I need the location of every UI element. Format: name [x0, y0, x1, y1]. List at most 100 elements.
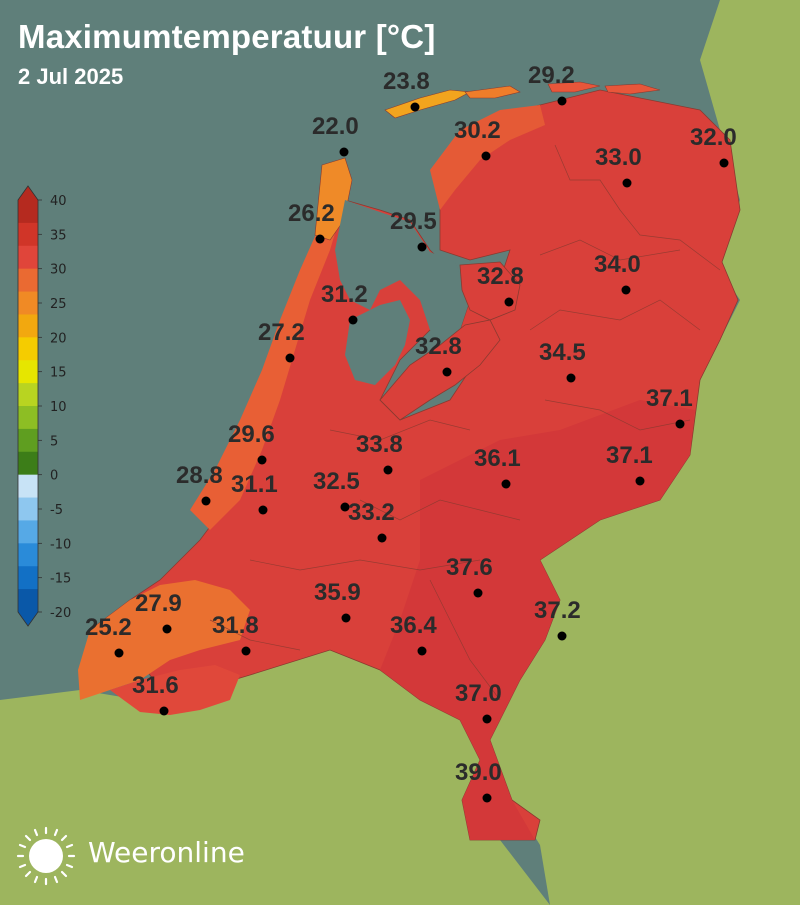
station-label-deelen: 36.1	[474, 445, 521, 472]
colorbar-tick-label: 30	[50, 263, 67, 278]
station-dot-lelystad	[442, 367, 452, 377]
colorbar-tick-label: -15	[50, 572, 71, 587]
station-label-texel-north: 23.8	[383, 68, 430, 95]
colorbar-tick-label: 5	[50, 434, 58, 449]
station-dot-rotterdam	[258, 505, 268, 515]
colorbar-segment	[18, 428, 38, 453]
station-dot-heino	[566, 373, 576, 383]
station-label-den-helder: 22.0	[312, 113, 359, 140]
colorbar-segment	[18, 360, 38, 384]
sun-icon	[16, 826, 76, 886]
colorbar: 40 35 30 25 20 15 10 5 0 -5 -10 -15 -20	[17, 185, 71, 627]
station-label-vlissingen: 25.2	[85, 614, 132, 641]
station-dot-herwijnen	[377, 533, 387, 543]
station-dot-texel-north	[410, 102, 420, 112]
land-germany	[490, 0, 800, 905]
station-label-ijmuiden: 27.2	[258, 319, 305, 346]
station-label-hupsel: 37.1	[606, 442, 653, 469]
station-dot-maastricht	[482, 793, 492, 803]
colorbar-segment	[18, 474, 38, 499]
coast-fringe-west	[190, 200, 345, 530]
station-label-schiermonnikoog: 29.2	[528, 62, 575, 89]
coast-fringe-north	[430, 105, 545, 210]
station-label-volkel: 37.6	[446, 554, 493, 581]
noordoostpolder	[459, 261, 521, 321]
station-dot-vlissingen	[114, 648, 124, 658]
station-label-eindhoven: 36.4	[390, 612, 437, 639]
station-label-cabauw: 32.5	[313, 468, 360, 495]
land-belgium	[0, 650, 550, 905]
colorbar-arrow-top	[18, 186, 38, 200]
station-dot-stavoren	[417, 242, 427, 252]
colorbar-segment	[18, 383, 38, 407]
wadden-island-3	[547, 81, 601, 93]
colorbar-segment	[18, 520, 38, 544]
station-dot-cabauw	[340, 502, 350, 512]
colorbar-tick-label: -5	[50, 503, 63, 518]
colorbar-segment	[18, 245, 38, 270]
colorbar-segment	[18, 200, 38, 224]
station-dot-volkel	[473, 588, 483, 598]
colorbar-segment	[18, 222, 38, 247]
colorbar-tick-label: 20	[50, 331, 67, 346]
station-label-gilze-rijen: 35.9	[314, 579, 361, 606]
station-label-stavoren: 29.5	[390, 208, 437, 235]
station-dot-berkhout	[315, 234, 325, 244]
station-label-westdorpe: 31.6	[132, 672, 179, 699]
colorbar-segment	[18, 497, 38, 521]
station-label-eelde: 33.0	[595, 144, 642, 171]
colorbar-segment	[18, 543, 38, 567]
station-label-ell: 37.0	[455, 680, 502, 707]
station-label-rotterdam: 31.1	[231, 471, 278, 498]
station-label-leeuwarden: 30.2	[454, 117, 501, 144]
station-dot-de-bilt	[383, 465, 393, 475]
station-dot-ijmuiden	[285, 353, 295, 363]
station-dot-lelystad-north	[504, 297, 514, 307]
station-label-heino: 34.5	[539, 339, 586, 366]
colorbar-segment	[18, 337, 38, 361]
station-dot-woensdrecht	[241, 646, 251, 656]
station-dot-wilhelminadorp	[162, 624, 172, 634]
station-dot-voorschoten	[257, 455, 267, 465]
station-dot-westdorpe	[159, 706, 169, 716]
station-dot-nieuw-beerta	[719, 158, 729, 168]
colorbar-tick-label: -10	[50, 537, 71, 552]
station-dot-eindhoven	[417, 646, 427, 656]
station-dot-arcen	[557, 631, 567, 641]
station-dot-hoek-van-holland	[201, 496, 211, 506]
station-label-lelystad: 32.8	[415, 333, 462, 360]
station-label-lelystad-north: 32.8	[477, 263, 524, 290]
station-dot-deelen	[501, 479, 511, 489]
station-label-maastricht: 39.0	[455, 759, 502, 786]
colorbar-segment	[18, 314, 38, 338]
wadden-island-4	[604, 83, 661, 95]
colorbar-tick-label: 10	[50, 400, 67, 415]
station-label-herwijnen: 33.2	[348, 499, 395, 526]
colorbar-segment	[18, 406, 38, 430]
station-label-wijk-aan-zee: 31.2	[321, 281, 368, 308]
hot-zone	[380, 400, 695, 840]
station-label-woensdrecht: 31.8	[212, 612, 259, 639]
wadden-island-2	[464, 85, 521, 99]
station-label-voorschoten: 29.6	[228, 421, 275, 448]
station-dot-ell	[482, 714, 492, 724]
station-dot-schiermonnikoog	[557, 96, 567, 106]
flevoland	[379, 319, 501, 421]
station-label-twenthe: 37.1	[646, 385, 693, 412]
station-label-nieuw-beerta: 32.0	[690, 124, 737, 151]
brand-name: Weeronline	[88, 836, 245, 869]
station-dot-hoogeveen	[621, 285, 631, 295]
colorbar-segment	[18, 268, 38, 293]
station-dot-leeuwarden	[481, 151, 491, 161]
wadden-island-1	[384, 89, 472, 119]
station-label-hoek-van-holland: 28.8	[176, 462, 223, 489]
province-borders	[209, 144, 721, 701]
station-dot-den-helder	[339, 147, 349, 157]
ijsselmeer	[335, 200, 470, 330]
station-dot-wijk-aan-zee	[348, 315, 358, 325]
zeeland-south	[110, 665, 240, 715]
station-dot-gilze-rijen	[341, 613, 351, 623]
map-title: Maximumtemperatuur [°C]	[18, 18, 436, 55]
colorbar-tick-label: 40	[50, 194, 67, 209]
colorbar-segment	[18, 589, 38, 613]
